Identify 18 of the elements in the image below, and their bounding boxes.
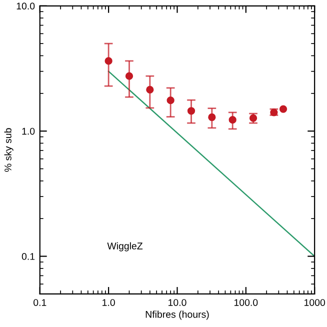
x-tick-label: 100.0 [234,299,258,306]
x-tick-label: 10.0 [168,299,186,306]
x-tick-label: 1.0 [102,299,115,306]
point [228,116,236,124]
y-tick-label: 0.1 [22,253,35,260]
x-tick-label: 1000 [304,299,326,306]
y-tick-label: 1.0 [22,128,35,135]
point [166,96,174,104]
point [125,72,134,80]
y-tick-label: 10.0 [16,2,35,10]
y-axis-title: % sky sub [4,128,14,172]
point [208,113,216,122]
point [187,107,196,115]
point [146,86,154,94]
annotation: WiggleZ [107,242,143,252]
x-tick-label: 0.1 [34,299,46,306]
x-axis-title: Nfibres (hours) [146,310,209,320]
point [104,57,112,65]
